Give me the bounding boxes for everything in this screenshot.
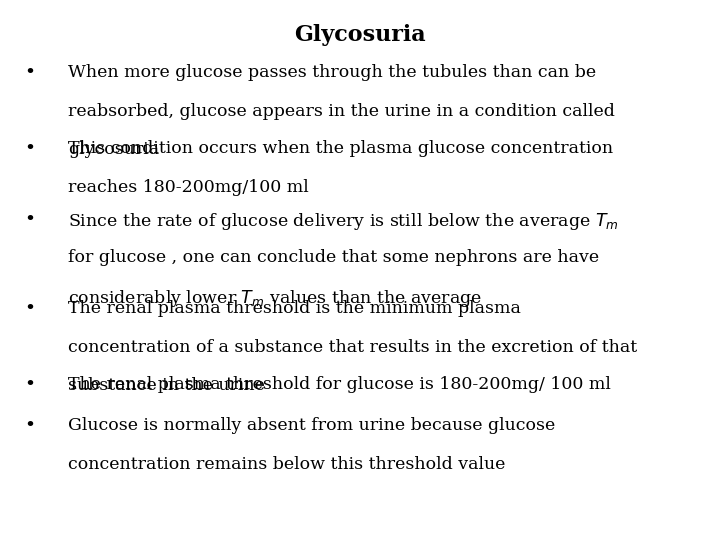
Text: •: • — [24, 140, 36, 158]
Text: glycosuria: glycosuria — [68, 141, 160, 158]
Text: Glycosuria: Glycosuria — [294, 24, 426, 46]
Text: •: • — [24, 300, 36, 318]
Text: Since the rate of glucose delivery is still below the average $T_{m}$: Since the rate of glucose delivery is st… — [68, 211, 619, 232]
Text: •: • — [24, 211, 36, 228]
Text: considerably lower $T_{m}$ values than the average: considerably lower $T_{m}$ values than t… — [68, 288, 482, 309]
Text: concentration of a substance that results in the excretion of that: concentration of a substance that result… — [68, 339, 637, 355]
Text: •: • — [24, 376, 36, 394]
Text: concentration remains below this threshold value: concentration remains below this thresho… — [68, 456, 505, 472]
Text: •: • — [24, 417, 36, 435]
Text: Glucose is normally absent from urine because glucose: Glucose is normally absent from urine be… — [68, 417, 556, 434]
Text: When more glucose passes through the tubules than can be: When more glucose passes through the tub… — [68, 64, 597, 80]
Text: •: • — [24, 64, 36, 82]
Text: This condition occurs when the plasma glucose concentration: This condition occurs when the plasma gl… — [68, 140, 613, 157]
Text: reabsorbed, glucose appears in the urine in a condition called: reabsorbed, glucose appears in the urine… — [68, 103, 616, 119]
Text: substance in the urine: substance in the urine — [68, 377, 265, 394]
Text: The renal plasma threshold is the minimum plasma: The renal plasma threshold is the minimu… — [68, 300, 521, 316]
Text: reaches 180-200mg/100 ml: reaches 180-200mg/100 ml — [68, 179, 309, 196]
Text: for glucose , one can conclude that some nephrons are have: for glucose , one can conclude that some… — [68, 249, 600, 266]
Text: The renal plasma threshold for glucose is 180-200mg/ 100 ml: The renal plasma threshold for glucose i… — [68, 376, 611, 393]
